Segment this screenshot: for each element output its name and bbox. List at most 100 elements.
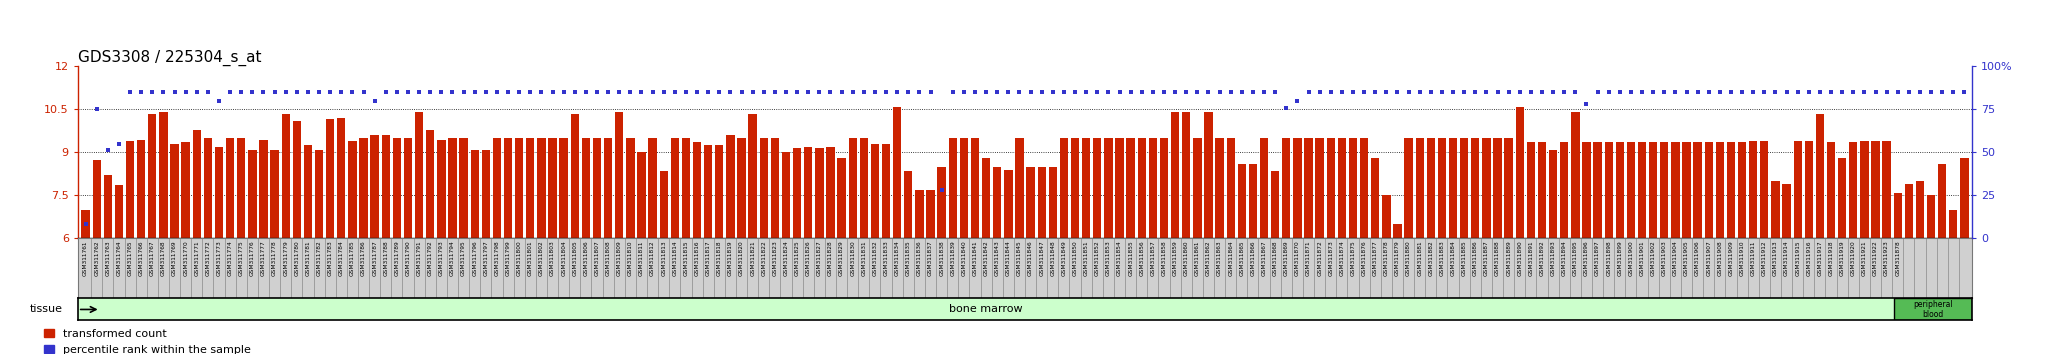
Text: GSM311915: GSM311915: [1796, 240, 1800, 276]
Point: [1169, 90, 1202, 95]
Bar: [1382, 195, 1391, 239]
Point: [369, 90, 401, 95]
Text: GSM311913: GSM311913: [1774, 240, 1778, 276]
Text: GSM311792: GSM311792: [428, 240, 432, 276]
Text: GSM311783: GSM311783: [328, 240, 332, 276]
Point: [737, 90, 770, 95]
Text: GSM311798: GSM311798: [494, 240, 500, 276]
Bar: [426, 130, 434, 239]
Point: [414, 90, 446, 95]
Bar: [1837, 158, 1847, 239]
Text: GSM311887: GSM311887: [1485, 240, 1489, 276]
Text: GSM311916: GSM311916: [1806, 240, 1810, 276]
Bar: [436, 139, 446, 239]
Bar: [1493, 138, 1501, 239]
Point: [459, 90, 492, 95]
Bar: [260, 139, 268, 239]
Text: GSM311863: GSM311863: [1217, 240, 1223, 276]
Text: GSM311762: GSM311762: [94, 240, 98, 276]
Point: [203, 98, 236, 104]
Text: GSM311828: GSM311828: [827, 240, 834, 276]
Bar: [1360, 138, 1368, 239]
Point: [1458, 90, 1491, 95]
Point: [492, 90, 524, 95]
Point: [1649, 90, 1681, 95]
Point: [825, 90, 858, 95]
Bar: [1237, 164, 1245, 239]
Bar: [104, 175, 113, 239]
Point: [436, 90, 469, 95]
Text: GSM311785: GSM311785: [350, 240, 354, 276]
Point: [1948, 90, 1980, 95]
Text: GSM311861: GSM311861: [1194, 240, 1200, 276]
Point: [1425, 90, 1458, 95]
Point: [659, 90, 692, 95]
Point: [391, 90, 424, 95]
Bar: [1260, 138, 1268, 239]
Point: [1614, 90, 1647, 95]
Point: [1659, 90, 1692, 95]
Text: GSM311886: GSM311886: [1473, 240, 1479, 276]
Text: GSM311874: GSM311874: [1339, 240, 1343, 276]
Bar: [893, 107, 901, 239]
Legend: transformed count, percentile rank within the sample: transformed count, percentile rank withi…: [39, 325, 256, 354]
Bar: [1505, 138, 1513, 239]
Bar: [1204, 112, 1212, 239]
Point: [913, 90, 946, 95]
Bar: [1759, 141, 1769, 239]
Bar: [238, 138, 246, 239]
Point: [225, 90, 258, 95]
Point: [1669, 90, 1702, 95]
Point: [893, 90, 926, 95]
Text: GSM311891: GSM311891: [1528, 240, 1534, 276]
Point: [213, 90, 246, 95]
Point: [403, 90, 436, 95]
Bar: [1438, 138, 1446, 239]
Bar: [760, 138, 768, 239]
Bar: [1026, 167, 1034, 239]
Text: GSM311914: GSM311914: [1784, 240, 1790, 276]
Text: GSM311821: GSM311821: [750, 240, 756, 276]
Text: GSM311903: GSM311903: [1661, 240, 1667, 276]
Point: [1571, 101, 1604, 107]
Text: GSM311787: GSM311787: [373, 240, 377, 276]
Bar: [1894, 193, 1903, 239]
Bar: [870, 144, 879, 239]
Bar: [1638, 142, 1647, 239]
Text: GSM311910: GSM311910: [1739, 240, 1745, 276]
Bar: [1393, 224, 1401, 239]
Text: GSM311877: GSM311877: [1372, 240, 1378, 276]
Text: GSM311767: GSM311767: [150, 240, 156, 276]
Bar: [1817, 114, 1825, 239]
Point: [426, 90, 459, 95]
Text: GSM311867: GSM311867: [1262, 240, 1266, 276]
Text: GSM311869: GSM311869: [1284, 240, 1288, 276]
Bar: [270, 150, 279, 239]
Bar: [182, 142, 190, 239]
Bar: [348, 141, 356, 239]
Point: [1370, 90, 1403, 95]
Text: GSM311808: GSM311808: [606, 240, 610, 276]
Point: [803, 90, 836, 95]
Text: GSM311842: GSM311842: [983, 240, 989, 276]
Point: [1847, 90, 1880, 95]
Text: GSM311870: GSM311870: [1294, 240, 1300, 276]
Point: [1591, 90, 1624, 95]
Bar: [1249, 164, 1257, 239]
Bar: [592, 138, 602, 239]
Bar: [170, 144, 178, 239]
Point: [680, 90, 713, 95]
Bar: [193, 130, 201, 239]
Point: [1782, 90, 1815, 95]
Point: [1292, 90, 1325, 95]
Bar: [659, 171, 668, 239]
Text: GSM311848: GSM311848: [1051, 240, 1055, 276]
Text: GSM311775: GSM311775: [240, 240, 244, 276]
Bar: [981, 158, 991, 239]
Bar: [1681, 142, 1692, 239]
Text: GSM311836: GSM311836: [918, 240, 922, 276]
Text: GSM311840: GSM311840: [961, 240, 967, 276]
Bar: [1649, 142, 1657, 239]
Point: [1124, 90, 1157, 95]
Text: GSM311892: GSM311892: [1540, 240, 1544, 276]
